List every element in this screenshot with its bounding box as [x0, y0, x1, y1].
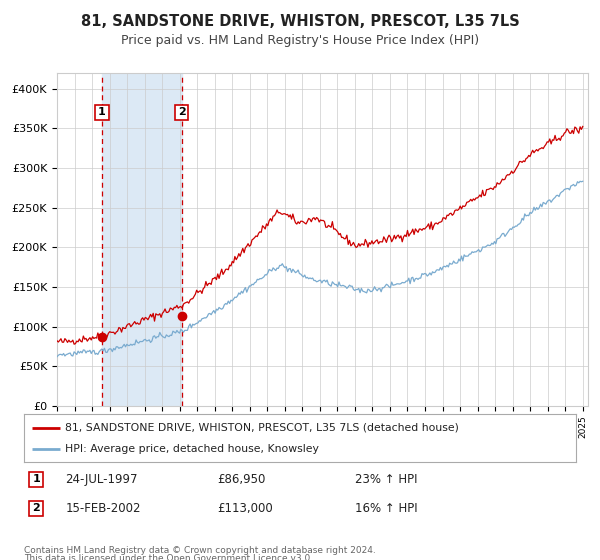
- Bar: [102, 73, 182, 406]
- Text: 81, SANDSTONE DRIVE, WHISTON, PRESCOT, L35 7LS: 81, SANDSTONE DRIVE, WHISTON, PRESCOT, L…: [80, 14, 520, 29]
- Text: Contains HM Land Registry data © Crown copyright and database right 2024.: Contains HM Land Registry data © Crown c…: [24, 546, 376, 555]
- Text: 81, SANDSTONE DRIVE, WHISTON, PRESCOT, L35 7LS (detached house): 81, SANDSTONE DRIVE, WHISTON, PRESCOT, L…: [65, 423, 459, 433]
- Text: 23% ↑ HPI: 23% ↑ HPI: [355, 473, 418, 486]
- Text: 2: 2: [178, 108, 185, 118]
- Text: £86,950: £86,950: [217, 473, 266, 486]
- Text: 15-FEB-2002: 15-FEB-2002: [65, 502, 141, 515]
- Text: 1: 1: [98, 108, 106, 118]
- Text: This data is licensed under the Open Government Licence v3.0.: This data is licensed under the Open Gov…: [24, 554, 313, 560]
- Text: 16% ↑ HPI: 16% ↑ HPI: [355, 502, 418, 515]
- Text: HPI: Average price, detached house, Knowsley: HPI: Average price, detached house, Know…: [65, 444, 319, 454]
- Text: £113,000: £113,000: [217, 502, 273, 515]
- Text: 1: 1: [32, 474, 40, 484]
- Text: 24-JUL-1997: 24-JUL-1997: [65, 473, 138, 486]
- Text: 2: 2: [32, 503, 40, 514]
- Text: Price paid vs. HM Land Registry's House Price Index (HPI): Price paid vs. HM Land Registry's House …: [121, 34, 479, 46]
